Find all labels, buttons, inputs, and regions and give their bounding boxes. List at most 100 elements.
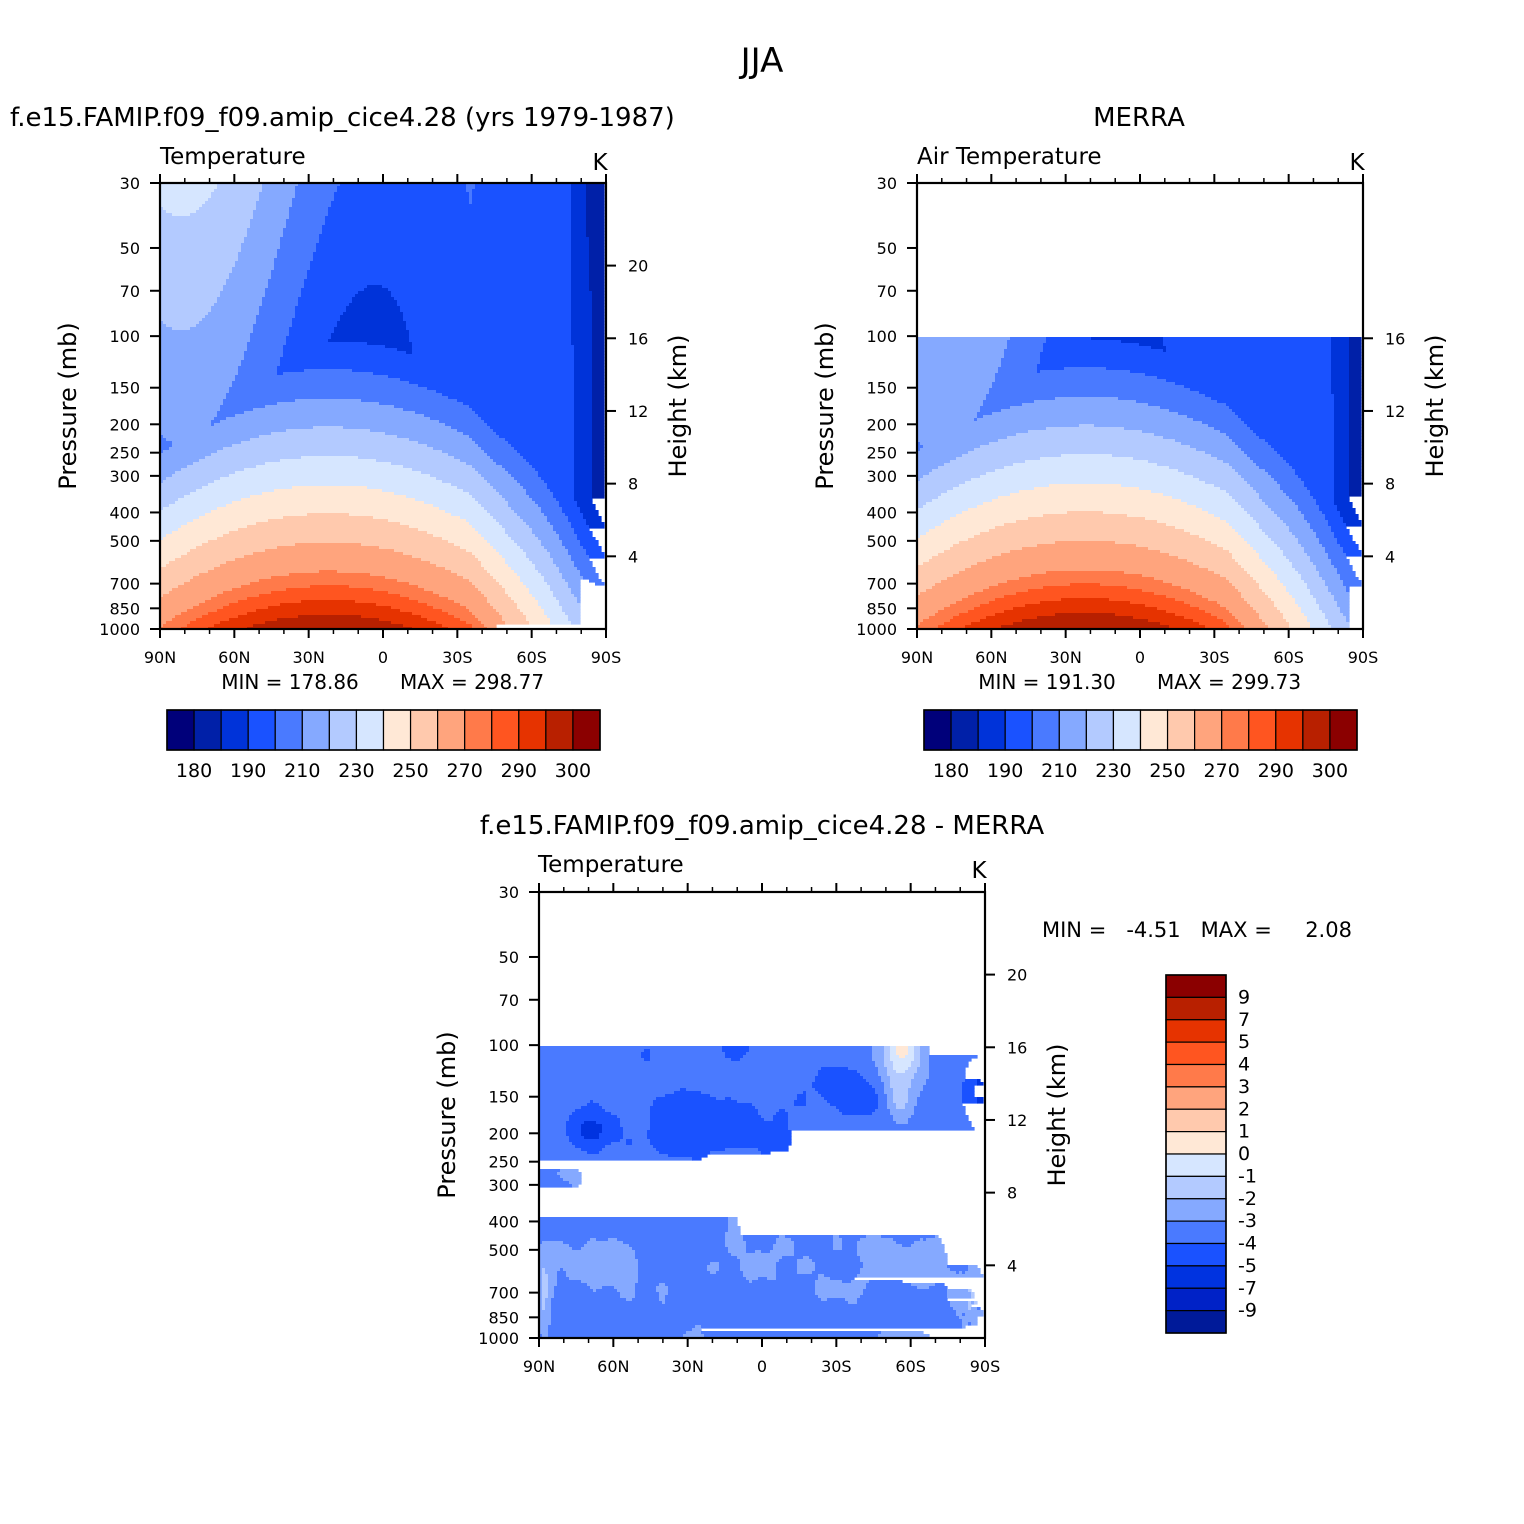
field-cell [229,390,437,394]
field-cell [550,618,569,622]
field-cell [920,1094,963,1098]
field-cell [917,421,1203,425]
field-cell [707,1265,720,1269]
field-cell [385,432,464,436]
panel-merra-min-label: MIN = 191.30 [978,670,1116,694]
field-cell [220,408,254,412]
field-cell [815,1289,864,1293]
field-cell [469,522,500,526]
field-cell [1334,466,1350,470]
field-cell [1001,364,1038,368]
y-tick-label: 300 [488,1176,519,1195]
field-cell [539,1151,588,1155]
field-cell [1313,562,1332,566]
field-cell [1265,592,1290,596]
field-cell [448,612,473,616]
field-cell [917,427,1047,431]
field-cell [1343,583,1362,587]
field-cell [929,529,990,533]
field-cell [539,1121,567,1125]
field-cell [977,1082,984,1086]
field-cell [1256,580,1281,584]
field-cell [1346,616,1350,620]
field-cell [938,496,999,500]
field-cell [172,327,191,331]
colorbar-label: -2 [1238,1188,1257,1210]
field-cell [484,567,512,571]
field-cell [1205,538,1245,542]
field-cell [325,222,572,226]
field-cell [430,417,482,421]
field-cell [1211,454,1248,458]
field-cell [668,1292,816,1296]
field-cell [514,510,542,514]
field-cell [1334,400,1350,404]
field-cell [1025,460,1149,464]
field-cell [238,255,278,259]
field-cell [887,1094,894,1098]
field-cell [872,1055,885,1059]
field-cell [572,1247,582,1251]
field-cell [1289,529,1314,533]
field-cell [574,402,593,406]
field-cell [433,447,482,451]
field-cell [160,558,176,562]
field-cell [448,540,488,544]
field-cell [235,378,401,382]
field-cell [565,579,581,583]
field-cell [896,1121,909,1125]
field-cell [548,1295,555,1299]
field-cell [535,501,560,505]
field-cell [1316,535,1335,539]
field-cell [539,1220,729,1224]
field-cell [1145,517,1221,521]
field-cell [190,549,266,553]
field-cell [268,285,305,289]
field-cell [917,556,933,560]
y-axis-title: Pressure (mb) [54,322,82,489]
field-cell [1055,541,1116,545]
field-cell [740,1262,777,1266]
field-cell [1298,505,1320,509]
field-cell [223,591,272,595]
field-cell [1349,376,1362,380]
field-cell [427,387,575,391]
field-cell [436,621,467,625]
field-cell [998,439,1176,443]
field-cell [385,345,413,349]
field-cell [830,1277,855,1281]
field-cell [650,1109,759,1113]
field-cell [571,339,593,343]
field-cell [172,213,191,217]
field-cell [481,504,509,508]
field-cell [968,595,1005,599]
field-cell [493,486,524,490]
field-cell [1166,379,1332,383]
field-cell [262,189,296,193]
field-cell [878,1100,888,1104]
field-cell [1349,448,1362,452]
field-cell [1331,343,1350,347]
field-cell [397,435,470,439]
field-cell [581,1133,600,1137]
field-cell [815,1268,861,1272]
y-tick-label: 250 [109,444,140,463]
field-cell [160,408,221,412]
field-cell [160,411,218,415]
field-cell [241,363,281,367]
field-cell [983,502,1188,506]
field-cell [917,562,924,566]
field-cell [554,1292,621,1296]
field-cell [505,621,530,625]
field-cell [1019,490,1152,494]
field-cell [776,1112,789,1116]
field-cell [1301,577,1323,581]
y-tick-label: 150 [488,1088,519,1107]
field-cell [295,306,347,310]
field-cell [172,474,230,478]
field-cell [478,618,503,622]
field-cell [592,450,605,454]
field-cell [439,594,485,598]
field-cell [301,291,359,295]
field-cell [247,612,413,616]
